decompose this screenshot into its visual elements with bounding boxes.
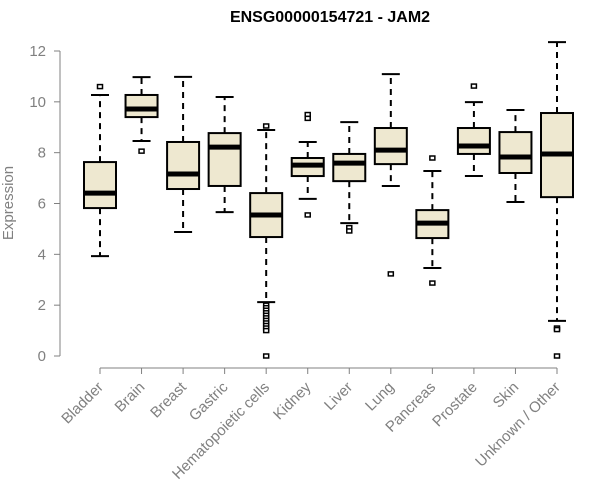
y-tick-label: 12 [29,43,46,60]
box-prostate [456,83,491,178]
iqr-box [166,140,201,191]
boxes [83,41,574,359]
outlier-point [429,280,436,286]
y-tick-label: 6 [38,196,46,213]
x-tick-label: Breast [147,378,190,421]
box-pancreas [415,155,450,286]
box-hematopoietic-cells [249,123,284,359]
iqr-box [498,131,533,174]
box-liver [332,121,367,234]
iqr-box [83,161,117,210]
outlier-point [553,326,561,333]
x-tick-label: Lung [362,379,398,415]
box-bladder [83,83,117,258]
chart-title: ENSG00000154721 - JAM2 [230,9,430,26]
y-tick-label: 0 [38,348,46,365]
box-gastric [207,96,242,214]
outlier-point [553,353,561,359]
iqr-box [373,127,408,166]
outlier-point [96,83,104,90]
outlier-point [304,212,311,218]
outlier-point [262,353,270,359]
outlier-point [429,155,436,161]
box-kidney [290,111,325,218]
y-tick-label: 10 [29,94,46,111]
x-tick-label: Brain [112,379,149,416]
outlier-point [387,271,395,277]
outlier-point [346,228,353,234]
x-tick-label: Bladder [58,379,107,428]
iqr-box [124,93,159,119]
iqr-box [456,127,491,155]
y-axis: 0 2 4 6 8 10 12 [29,43,61,365]
x-tick-label: Skin [490,379,523,412]
iqr-box [207,132,242,187]
box-lung [373,73,408,277]
outlier-point [262,327,270,334]
outlier-point [262,123,270,129]
outlier-point [470,83,478,89]
y-tick-label: 2 [38,297,46,314]
y-axis-label: Expression [0,166,17,240]
x-tick-label: Liver [321,379,356,414]
y-tick-label: 4 [38,246,46,263]
outlier-point [304,115,311,122]
y-tick-label: 8 [38,145,46,162]
x-tick-label: Prostate [429,379,481,431]
box-unknown-other [540,41,574,359]
iqr-box [332,152,367,183]
box-brain [124,76,159,154]
x-tick-label: Kidney [270,378,315,423]
outlier-point [138,148,145,154]
box-skin [498,108,533,203]
box-breast [166,75,201,233]
